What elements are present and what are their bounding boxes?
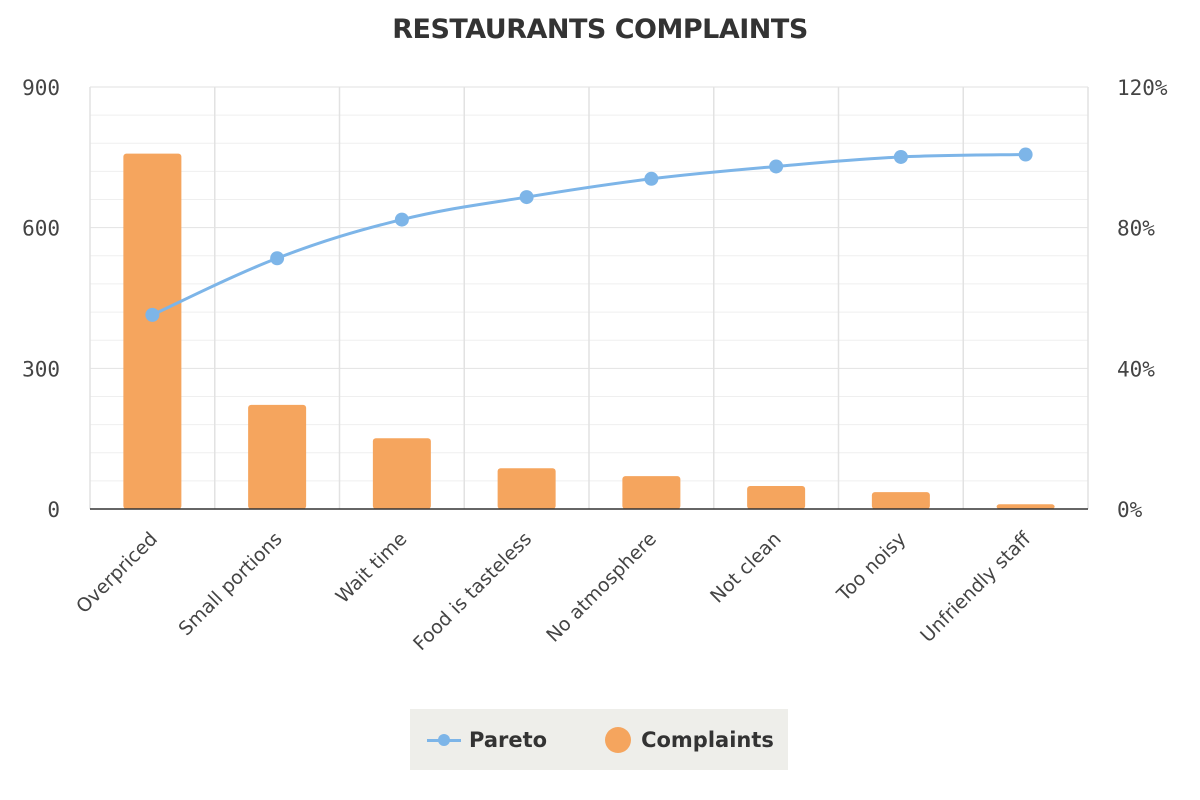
- x-axis-tick-label: Unfriendly staff: [916, 527, 1036, 647]
- bar-food-is-tasteless[interactable]: [497, 468, 556, 509]
- y2-axis-tick-label: 40%: [1117, 357, 1155, 381]
- pareto-point-wait-time[interactable]: [394, 212, 409, 227]
- y-axis-tick-label: 300: [22, 357, 60, 381]
- bars: [123, 153, 1055, 510]
- bar-not-clean[interactable]: [747, 486, 806, 509]
- x-axis-tick-label: Not clean: [706, 528, 786, 608]
- pareto-point-food-is-tasteless[interactable]: [519, 190, 534, 205]
- x-axis-tick-label: Overpriced: [72, 528, 162, 618]
- x-axis-tick-label: Food is tasteless: [409, 528, 536, 655]
- y-axis-tick-label: 0: [47, 498, 60, 522]
- x-axis-tick-label: Wait time: [332, 528, 412, 608]
- y2-axis-tick-label: 120%: [1117, 76, 1168, 100]
- pareto-point-overpriced[interactable]: [145, 307, 160, 322]
- circle-marker-icon: [605, 726, 632, 753]
- pareto-point-no-atmosphere[interactable]: [644, 171, 659, 186]
- pareto-point-too-noisy[interactable]: [893, 149, 908, 164]
- legend: Pareto Complaints: [410, 709, 788, 770]
- bar-small-portions[interactable]: [248, 404, 307, 509]
- legend-item-complaints[interactable]: Complaints: [547, 726, 774, 753]
- x-axis-tick-label: Too noisy: [832, 528, 910, 606]
- legend-label-pareto: Pareto: [469, 727, 548, 752]
- legend-item-pareto[interactable]: Pareto: [410, 728, 547, 752]
- bar-no-atmosphere[interactable]: [622, 476, 681, 509]
- chart-title: RESTAURANTS COMPLAINTS: [392, 14, 808, 45]
- y-axis-tick-label: 600: [22, 217, 60, 241]
- bar-unfriendly-staff[interactable]: [996, 504, 1055, 509]
- pareto-point-not-clean[interactable]: [769, 159, 784, 174]
- bar-wait-time[interactable]: [372, 438, 431, 509]
- line-marker-icon: [427, 733, 461, 747]
- pareto-line: [145, 147, 1033, 322]
- y2-axis-tick-label: 80%: [1117, 217, 1155, 241]
- bar-overpriced[interactable]: [123, 153, 182, 510]
- pareto-point-small-portions[interactable]: [270, 251, 285, 266]
- y2-axis-tick-label: 0%: [1117, 498, 1143, 522]
- pareto-line-path: [151, 153, 1026, 317]
- legend-label-complaints: Complaints: [641, 727, 774, 752]
- x-axis-tick-label: Small portions: [175, 528, 287, 640]
- pareto-point-unfriendly-staff[interactable]: [1018, 147, 1033, 162]
- y-axis-tick-label: 900: [22, 76, 60, 100]
- tick-labels: 0 300 600 900 0% 40% 80% 120% Overpriced Small po…: [22, 76, 1168, 655]
- x-axis-tick-label: No atmosphere: [542, 528, 661, 647]
- bar-too-noisy[interactable]: [871, 492, 930, 509]
- grid: [89, 86, 1089, 510]
